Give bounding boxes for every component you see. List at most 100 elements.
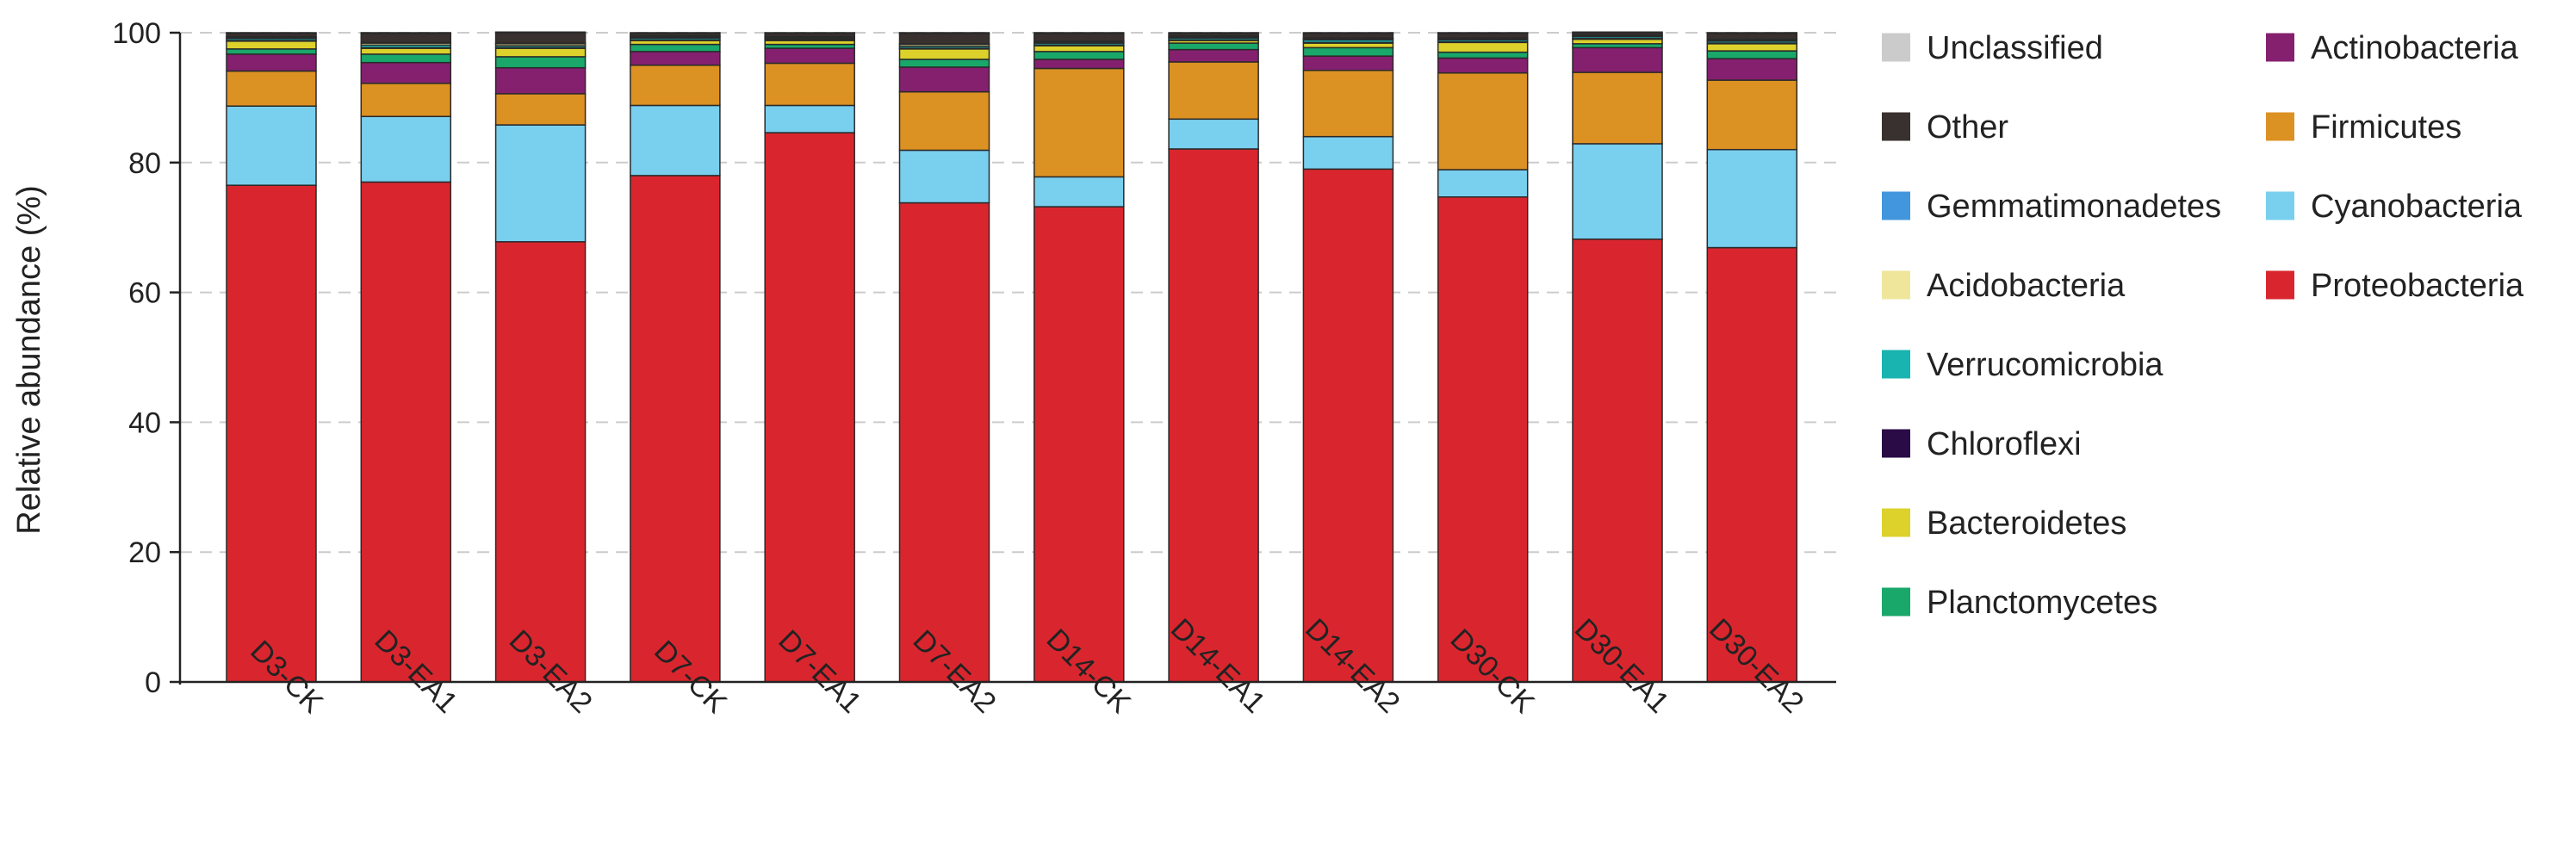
bar-segment-planctomycetes (1034, 51, 1125, 60)
bar-segment-proteobacteria (630, 175, 721, 683)
bar-segment-firmicutes (1302, 69, 1394, 138)
legend-label: Cyanobacteria (2311, 189, 2523, 225)
bar-segment-cyanobacteria (1437, 169, 1529, 198)
legend-label: Proteobacteria (2311, 268, 2524, 304)
bars (226, 31, 1798, 683)
bar-segment-bacteroidetes (1706, 43, 1798, 52)
bar-segment-cyanobacteria (1034, 176, 1125, 208)
axes (178, 33, 1836, 685)
bar-segment-cyanobacteria (360, 115, 452, 183)
bar-segment-planctomycetes (494, 56, 587, 69)
bar-segment-cyanobacteria (1572, 143, 1663, 240)
bar-segment-proteobacteria (898, 201, 990, 683)
legend-label: Unclassified (1927, 30, 2103, 66)
bar-segment-proteobacteria (1168, 148, 1259, 683)
bar-segment-other (1034, 33, 1125, 42)
legend-swatch (2266, 33, 2294, 62)
bar-segment-unclassified (764, 32, 855, 34)
legend-swatch (1882, 33, 1910, 62)
bar-segment-bacteroidetes (1302, 42, 1394, 49)
legend-label: Verrucomicrobia (1927, 347, 2163, 383)
bar-segment-firmicutes (1437, 71, 1529, 170)
bar-segment-firmicutes (1572, 71, 1663, 145)
bar-segment-proteobacteria (764, 132, 855, 683)
bar-segment-proteobacteria (1572, 239, 1663, 683)
bar-segment-unclassified (494, 31, 587, 34)
bar-segment-actinobacteria (1302, 55, 1394, 71)
bar-segment-unclassified (1168, 32, 1259, 34)
bar-segment-actinobacteria (360, 61, 452, 84)
bar-segment-actinobacteria (898, 66, 990, 93)
bar-segment-actinobacteria (1572, 46, 1663, 73)
bar-segment-other (1302, 33, 1394, 39)
bar-segment-actinobacteria (764, 47, 855, 65)
bar-segment-bacteroidetes (1034, 45, 1125, 53)
legend-swatch (2266, 112, 2294, 141)
bar-segment-unclassified (630, 32, 721, 34)
bar-segment-other (494, 32, 587, 44)
bar-segment-firmicutes (630, 64, 721, 107)
bar-segment-proteobacteria (494, 241, 587, 683)
bar-segment-firmicutes (226, 70, 317, 107)
bar-segment-proteobacteria (360, 181, 452, 683)
bar-segment-firmicutes (1706, 79, 1798, 151)
legend-label: Planctomycetes (1927, 585, 2157, 621)
bar-segment-planctomycetes (360, 53, 452, 64)
y-ticks: 0 20 40 60 80 100 (112, 17, 180, 699)
bar-segment-other (1437, 33, 1529, 39)
legend-swatch (2266, 191, 2294, 220)
bar-segment-proteobacteria (1706, 246, 1798, 683)
bar-segment-planctomycetes (630, 43, 721, 53)
bar-segment-planctomycetes (898, 59, 990, 68)
bar-segment-actinobacteria (1034, 59, 1125, 70)
bar-segment-cyanobacteria (1302, 135, 1394, 170)
legend-swatch (1882, 508, 1910, 537)
bar-segment-planctomycetes (1168, 42, 1259, 51)
bar-segment-proteobacteria (1302, 168, 1394, 683)
bar-segment-cyanobacteria (764, 104, 855, 133)
bar-segment-bacteroidetes (494, 47, 587, 58)
bar-segment-actinobacteria (1168, 48, 1259, 63)
bar-segment-unclassified (1034, 32, 1125, 34)
bar-segment-firmicutes (494, 93, 587, 126)
bar-segment-actinobacteria (1706, 58, 1798, 81)
bar-segment-planctomycetes (1302, 46, 1394, 57)
legend-swatch (1882, 429, 1910, 458)
bar-segment-actinobacteria (494, 66, 587, 95)
bar-segment-unclassified (226, 32, 317, 34)
legend-label: Actinobacteria (2311, 30, 2519, 66)
y-axis-label: Relative abundance (%) (11, 185, 47, 535)
legend-swatch (1882, 587, 1910, 617)
legend-label: Gemmatimonadetes (1927, 189, 2221, 225)
bar-segment-unclassified (360, 32, 452, 34)
bar-segment-cyanobacteria (1168, 118, 1259, 150)
bar-segment-firmicutes (360, 83, 452, 118)
bar-segment-actinobacteria (630, 51, 721, 66)
bar-segment-proteobacteria (1034, 206, 1125, 683)
legend-label: Firmicutes (2311, 109, 2461, 146)
legend-swatch (1882, 112, 1910, 141)
bar-segment-bacteroidetes (898, 48, 990, 60)
bar-segment-firmicutes (898, 90, 990, 152)
legend-swatch (2266, 270, 2294, 300)
legend-swatch (1882, 191, 1910, 220)
bar-segment-firmicutes (1168, 61, 1259, 121)
bar-segment-bacteroidetes (1572, 38, 1663, 45)
legend: Unclassified Other Gemmatimonadetes Acidoba… (1882, 30, 2524, 621)
legend-swatch (1882, 270, 1910, 300)
bar-segment-unclassified (1302, 32, 1394, 34)
bar-segment-other (360, 33, 452, 44)
legend-label: Chloroflexi (1927, 426, 2082, 462)
bar-segment-firmicutes (764, 62, 855, 107)
legend-label: Other (1927, 109, 2008, 146)
y-tick-label: 60 (128, 277, 161, 310)
bar-segment-proteobacteria (1437, 196, 1529, 683)
bar-segment-bacteroidetes (1437, 41, 1529, 53)
y-tick-label: 100 (112, 17, 161, 50)
bar-segment-other (1706, 33, 1798, 40)
bar-segment-unclassified (1437, 32, 1529, 34)
bar-segment-planctomycetes (1706, 50, 1798, 59)
bar-segment-other (898, 33, 990, 45)
